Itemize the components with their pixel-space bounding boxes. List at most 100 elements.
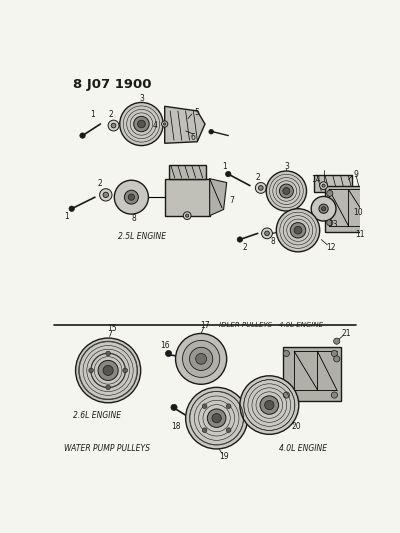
Text: 2: 2: [98, 179, 103, 188]
Text: 2: 2: [108, 109, 113, 118]
Circle shape: [124, 190, 138, 204]
Circle shape: [366, 220, 372, 225]
Circle shape: [226, 428, 231, 432]
Circle shape: [186, 387, 248, 449]
Polygon shape: [210, 179, 227, 216]
Circle shape: [311, 196, 336, 221]
Circle shape: [283, 188, 290, 195]
Circle shape: [207, 409, 226, 427]
Circle shape: [103, 366, 113, 375]
Circle shape: [166, 350, 172, 357]
Circle shape: [290, 223, 306, 238]
Polygon shape: [325, 185, 376, 232]
Circle shape: [120, 102, 163, 146]
Circle shape: [106, 385, 110, 390]
Circle shape: [322, 184, 325, 187]
Text: 5: 5: [195, 108, 200, 117]
Circle shape: [76, 338, 141, 403]
Circle shape: [176, 334, 227, 384]
Text: 13: 13: [328, 220, 338, 229]
Circle shape: [283, 392, 290, 398]
Text: 7: 7: [229, 196, 234, 205]
Circle shape: [322, 207, 326, 211]
Circle shape: [182, 341, 220, 377]
Text: 11: 11: [355, 230, 365, 239]
Circle shape: [276, 209, 320, 252]
Text: 16: 16: [160, 341, 170, 350]
Text: IDLER PULLEYS   4.0L ENGINE: IDLER PULLEYS 4.0L ENGINE: [219, 322, 323, 328]
Circle shape: [258, 185, 263, 190]
Circle shape: [103, 192, 108, 198]
Circle shape: [266, 171, 306, 211]
Text: 17: 17: [200, 321, 210, 330]
Text: 3: 3: [139, 94, 144, 103]
Circle shape: [202, 404, 207, 408]
Text: 8: 8: [131, 214, 136, 223]
Circle shape: [162, 121, 168, 127]
Text: 2: 2: [243, 243, 248, 252]
Circle shape: [134, 116, 149, 132]
Circle shape: [334, 356, 340, 362]
Text: 14: 14: [311, 175, 321, 184]
Text: 19: 19: [220, 452, 229, 461]
Text: 6: 6: [191, 133, 196, 142]
Text: 10: 10: [354, 208, 363, 217]
Text: 18: 18: [171, 422, 180, 431]
Circle shape: [265, 400, 274, 410]
Text: 9: 9: [354, 169, 358, 179]
Circle shape: [331, 350, 338, 357]
Circle shape: [186, 214, 189, 217]
Text: 1: 1: [90, 109, 95, 118]
Circle shape: [190, 348, 213, 370]
Text: 21: 21: [341, 329, 351, 338]
Circle shape: [255, 182, 266, 193]
Circle shape: [209, 130, 214, 134]
Text: 20: 20: [292, 422, 301, 431]
Text: 8 J07 1900: 8 J07 1900: [73, 78, 152, 91]
Circle shape: [334, 338, 340, 344]
Circle shape: [114, 180, 148, 214]
Circle shape: [123, 368, 128, 373]
Circle shape: [320, 182, 328, 189]
Circle shape: [283, 350, 290, 357]
Circle shape: [366, 190, 372, 196]
Circle shape: [183, 212, 191, 220]
Circle shape: [106, 351, 110, 356]
Circle shape: [226, 404, 231, 408]
Circle shape: [69, 206, 74, 212]
Circle shape: [80, 133, 85, 138]
Text: 4.0L ENGINE: 4.0L ENGINE: [279, 443, 327, 453]
Circle shape: [319, 204, 328, 213]
Polygon shape: [165, 106, 205, 143]
Polygon shape: [168, 165, 206, 179]
Circle shape: [262, 228, 272, 239]
Circle shape: [98, 360, 118, 381]
Circle shape: [202, 428, 207, 432]
Circle shape: [327, 220, 333, 225]
Circle shape: [111, 123, 116, 128]
Circle shape: [265, 231, 269, 236]
Circle shape: [164, 123, 166, 125]
Text: 2: 2: [255, 173, 260, 182]
Text: 3: 3: [284, 162, 289, 171]
Circle shape: [331, 392, 338, 398]
Circle shape: [294, 227, 302, 234]
Polygon shape: [282, 348, 341, 401]
Circle shape: [212, 414, 221, 423]
Text: 12: 12: [326, 243, 335, 252]
Text: 2.5L ENGINE: 2.5L ENGINE: [118, 232, 166, 241]
Circle shape: [128, 194, 134, 200]
Text: 4: 4: [152, 121, 157, 130]
Text: 1: 1: [222, 162, 227, 171]
Circle shape: [100, 189, 112, 201]
Circle shape: [196, 353, 206, 364]
Circle shape: [327, 190, 333, 196]
Circle shape: [279, 184, 293, 198]
Circle shape: [89, 368, 94, 373]
Circle shape: [226, 172, 231, 177]
Polygon shape: [314, 175, 352, 192]
Text: 1: 1: [65, 212, 70, 221]
Circle shape: [171, 405, 177, 410]
Text: WATER PUMP PULLEYS: WATER PUMP PULLEYS: [64, 443, 150, 453]
Text: 15: 15: [107, 324, 117, 333]
